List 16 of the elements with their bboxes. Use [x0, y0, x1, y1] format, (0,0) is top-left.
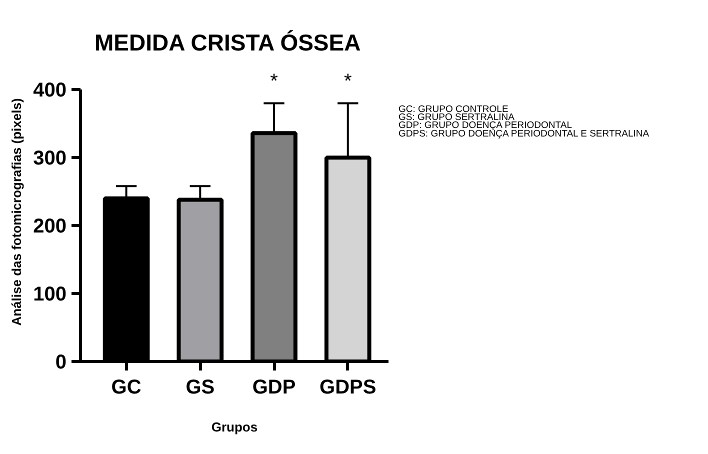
- x-tick-label: GS: [186, 376, 215, 398]
- x-tick-label: GDP: [252, 376, 296, 398]
- y-axis-title: Análise das fotomicrografias (pixels): [9, 98, 24, 326]
- y-tick-label: 200: [33, 216, 67, 238]
- annotation: *: [344, 70, 352, 92]
- x-tick-label: GC: [111, 376, 142, 398]
- y-tick-label: 100: [33, 284, 67, 306]
- y-tick-label: 300: [33, 148, 67, 170]
- annotation: *: [270, 70, 278, 92]
- x-tick-label: GDPS: [320, 376, 376, 398]
- y-tick-label: 400: [33, 80, 67, 102]
- chart-title: MEDIDA CRISTA ÓSSEA: [94, 30, 361, 56]
- y-tick-label: 0: [55, 352, 66, 374]
- x-axis-title: Grupos: [211, 420, 258, 434]
- text: GDPS: GRUPO DOENÇA PERIODONTAL E SERTRALINA: [398, 128, 650, 140]
- text: GS: GRUPO SERTRALINA: [398, 112, 516, 123]
